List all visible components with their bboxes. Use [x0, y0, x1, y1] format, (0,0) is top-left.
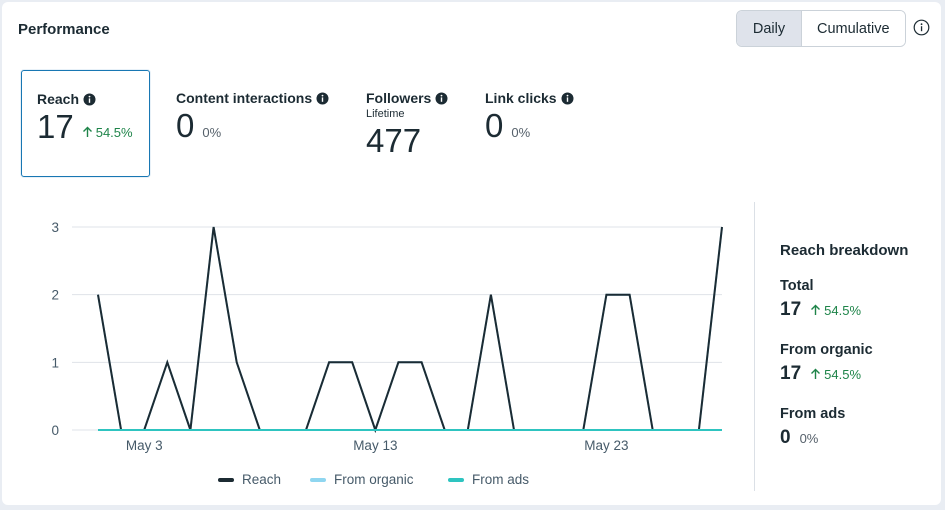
metric-label: Content interactions — [176, 90, 313, 106]
breakdown-change: 54.5% — [810, 303, 861, 318]
y-tick-label: 1 — [51, 355, 59, 370]
info-icon[interactable] — [913, 19, 930, 36]
info-filled-icon[interactable] — [435, 92, 448, 105]
series-line-reach — [97, 226, 723, 434]
legend-label: Reach — [242, 472, 282, 487]
daily-cumulative-toggle: Daily Cumulative — [736, 10, 906, 47]
y-tick-label: 2 — [51, 288, 59, 303]
breakdown-change-value: 54.5% — [824, 366, 862, 382]
breakdown-title-text: Reach breakdown — [780, 242, 909, 259]
info-filled-icon[interactable] — [316, 92, 329, 105]
x-tick-label: May 3 — [126, 438, 163, 453]
metric-link-clicks[interactable]: Link clicks 0 0% — [485, 90, 574, 142]
arrow-up-icon — [82, 126, 92, 137]
y-tick-label: 0 — [51, 423, 59, 438]
legend-label: From organic — [334, 472, 414, 487]
legend-item-ads[interactable]: From ads — [448, 472, 529, 487]
x-tick-label: May 13 — [353, 438, 397, 453]
metric-label: Link clicks — [485, 90, 557, 106]
breakdown-label: From organic — [780, 342, 873, 358]
y-tick-label: 3 — [51, 220, 59, 235]
metric-content-interactions[interactable]: Content interactions 0 0% — [176, 90, 329, 142]
breakdown-value: 17 — [780, 299, 802, 320]
legend-swatch — [218, 477, 234, 482]
metric-reach[interactable]: Reach 17 54.5% — [21, 70, 150, 177]
info-filled-icon[interactable] — [561, 92, 574, 105]
breakdown-ads: From ads 0 0% — [780, 406, 845, 449]
breakdown-change: 54.5% — [810, 367, 861, 382]
toggle-daily[interactable]: Daily — [737, 11, 801, 46]
legend-swatch — [448, 477, 464, 482]
legend-swatch — [310, 477, 326, 482]
metric-change: 0% — [511, 125, 531, 140]
metric-label: Followers — [366, 90, 432, 106]
divider — [754, 202, 755, 491]
legend-item-organic[interactable]: From organic — [310, 472, 414, 487]
metric-change: 0% — [202, 125, 222, 140]
info-filled-icon[interactable] — [83, 93, 96, 106]
legend-label: From ads — [472, 472, 530, 487]
breakdown-title: Reach breakdown — [780, 242, 908, 259]
series-line-organic — [97, 226, 723, 434]
page-title: Performance — [18, 21, 110, 38]
breakdown-value: 0 — [780, 427, 791, 448]
x-tick-label: May 23 — [584, 438, 628, 453]
metric-value: 17 — [37, 108, 74, 145]
toggle-cumulative[interactable]: Cumulative — [801, 11, 905, 46]
metric-value: 0 — [176, 107, 195, 144]
metric-label: Reach — [37, 91, 80, 107]
metric-change-value: 54.5% — [95, 124, 133, 140]
metric-value: 0 — [485, 107, 504, 144]
metric-sublabel: Lifetime — [366, 108, 405, 120]
arrow-up-icon — [811, 368, 821, 379]
breakdown-organic: From organic 17 54.5% — [780, 342, 873, 385]
breakdown-change: 0% — [799, 430, 819, 446]
metric-change: 54.5% — [82, 125, 133, 140]
arrow-up-icon — [811, 304, 821, 315]
reach-line-chart: 0 1 2 3 May 3 May 13 May 23 — [51, 220, 723, 453]
metric-value: 477 — [366, 122, 422, 159]
legend-item-reach[interactable]: Reach — [218, 472, 281, 487]
breakdown-value: 17 — [780, 363, 802, 384]
breakdown-label: From ads — [780, 406, 846, 422]
metric-followers[interactable]: Followers Lifetime 477 — [366, 90, 448, 157]
breakdown-total: Total 17 54.5% — [780, 278, 861, 321]
breakdown-change-value: 54.5% — [824, 302, 862, 318]
breakdown-label: Total — [780, 278, 814, 294]
